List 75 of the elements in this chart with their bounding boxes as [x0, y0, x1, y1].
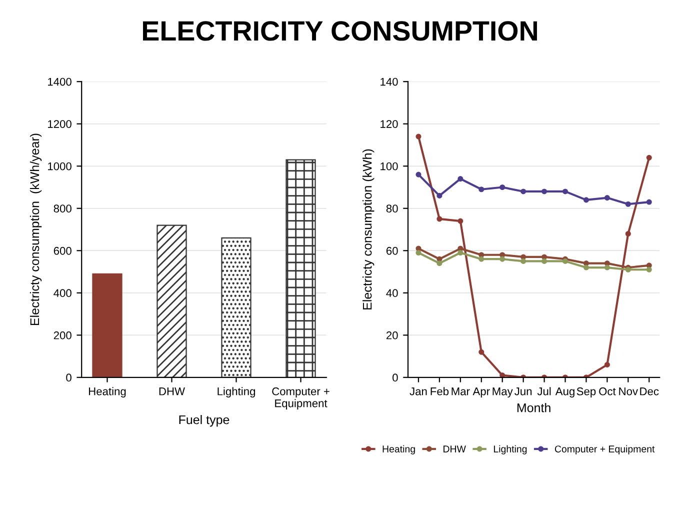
bar — [286, 159, 316, 378]
point — [500, 184, 506, 190]
y-axis-title: Electricty consumption (kWh/year) — [30, 134, 42, 326]
x-tick-label: Jun — [514, 388, 532, 396]
y-tick-label: 60 — [386, 246, 398, 255]
y-tick-label: 1400 — [48, 78, 72, 86]
legend-label: Computer + Equipment — [554, 445, 655, 454]
y-tick-label: 200 — [54, 331, 72, 340]
point — [625, 230, 631, 237]
x-tick-label: Jan — [410, 388, 427, 396]
point — [458, 250, 464, 256]
point — [500, 372, 506, 378]
point — [583, 197, 589, 203]
point — [646, 154, 652, 160]
x-tick-label: Feb — [430, 387, 449, 396]
chart-title: ELECTRICITY CONSUMPTION — [143, 21, 537, 41]
x-tick-label: Lighting — [218, 387, 255, 398]
x-tick-label: Nov — [619, 388, 638, 396]
bar — [92, 273, 122, 378]
point — [416, 250, 422, 256]
legend-label: DHW — [444, 446, 466, 452]
y-tick-label: 100 — [380, 162, 398, 170]
x-tick-label: Mar — [452, 388, 470, 396]
point — [625, 201, 631, 207]
point — [604, 264, 610, 270]
point — [500, 256, 506, 262]
x-tick-label: Sep — [576, 387, 596, 398]
y-axis-title: Electricty consumption (kWh) — [362, 149, 374, 310]
y-tick-label: 800 — [54, 204, 72, 213]
point — [458, 218, 464, 224]
y-tick-label: 0 — [392, 374, 398, 382]
point — [604, 195, 610, 201]
x-tick-label: DHW — [159, 388, 185, 396]
y-tick-label: 0 — [66, 374, 72, 382]
bar — [221, 237, 252, 378]
legend-label: Lighting — [494, 445, 527, 454]
y-tick-label: 400 — [54, 289, 72, 298]
x-axis-title: Month — [517, 403, 550, 412]
x-tick-label: Computer + Equipment — [272, 387, 330, 410]
point — [542, 188, 548, 194]
point — [478, 349, 484, 355]
y-tick-label: 20 — [386, 331, 398, 340]
legend-label: Heating — [382, 445, 415, 454]
point — [436, 260, 442, 266]
point — [520, 188, 526, 194]
x-tick-label: Oct — [599, 387, 616, 396]
point — [583, 264, 589, 270]
point — [520, 258, 526, 264]
point — [478, 186, 484, 192]
y-tick-label: 1200 — [48, 120, 72, 128]
point — [416, 134, 422, 140]
x-tick-label: May — [492, 388, 513, 398]
y-tick-label: 80 — [386, 204, 398, 213]
y-tick-label: 1000 — [48, 162, 72, 170]
x-axis-title: Fuel type — [179, 415, 230, 427]
point — [646, 199, 652, 205]
point — [436, 192, 442, 198]
point — [436, 216, 442, 222]
point — [646, 266, 652, 272]
y-tick-label: 120 — [380, 120, 398, 128]
point — [562, 188, 568, 194]
bar — [156, 224, 187, 378]
point — [604, 362, 610, 368]
x-tick-label: Heating — [89, 387, 126, 398]
x-tick-label: Dec — [640, 388, 659, 396]
point — [458, 176, 464, 182]
x-tick-label: Aug — [555, 388, 574, 398]
point — [542, 258, 548, 264]
point — [416, 172, 422, 178]
x-tick-label: Apr — [472, 388, 490, 398]
y-tick-label: 140 — [380, 78, 398, 86]
y-tick-label: 600 — [54, 246, 72, 255]
x-tick-label: Jul — [537, 387, 551, 396]
point — [478, 256, 484, 262]
y-tick-label: 40 — [386, 289, 398, 298]
